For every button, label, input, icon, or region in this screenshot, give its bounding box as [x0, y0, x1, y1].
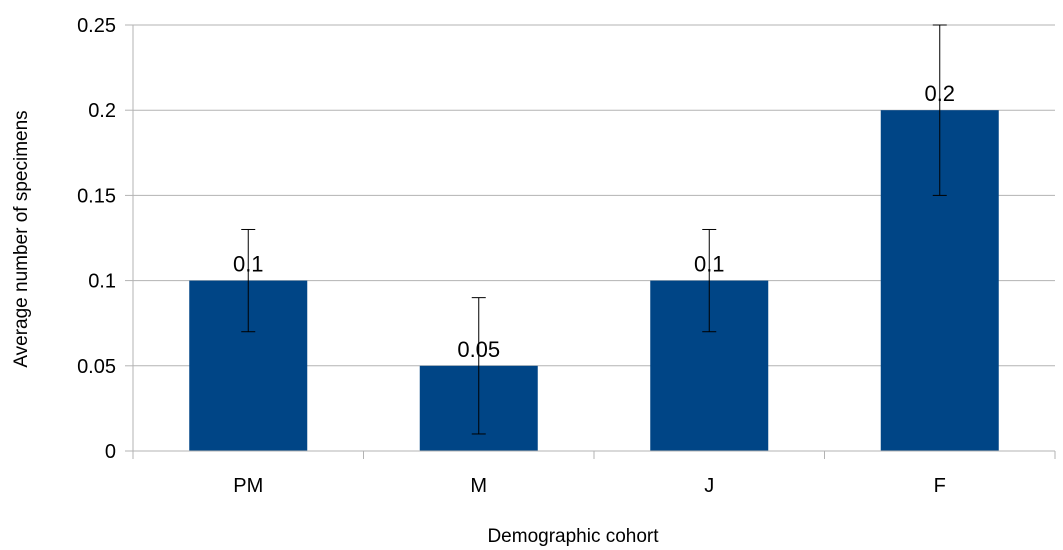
x-tick-label: PM: [233, 475, 263, 497]
error-bar: [702, 228, 717, 333]
error-bar: [932, 24, 947, 196]
y-tick-label: 0.25: [77, 15, 116, 37]
data-label: 0.05: [457, 337, 500, 362]
data-label: 0.1: [694, 252, 725, 277]
x-axis-title: Demographic cohort: [487, 526, 659, 547]
x-tick-label: J: [704, 475, 714, 497]
data-labels: 0.1 0.05 0.1 0.2: [233, 81, 955, 362]
data-label: 0.2: [924, 81, 955, 106]
y-tick-label: 0.15: [77, 185, 116, 207]
y-tick-label: 0.2: [88, 100, 116, 122]
x-tick-label: F: [934, 475, 946, 497]
y-axis-title: Average number of specimens: [11, 110, 32, 367]
y-tick-label: 0.1: [88, 271, 116, 293]
y-tick-label: 0.05: [77, 356, 116, 378]
y-tick-label: 0: [105, 441, 116, 463]
x-axis-ticks: PM M J F: [132, 451, 1056, 497]
error-bar: [241, 228, 256, 333]
x-tick-label: M: [470, 475, 487, 497]
error-bars: [241, 24, 947, 435]
error-bar: [471, 297, 486, 435]
data-label: 0.1: [233, 252, 264, 277]
y-axis-ticks: 0 0.05 0.1 0.15 0.2 0.25: [77, 15, 134, 463]
